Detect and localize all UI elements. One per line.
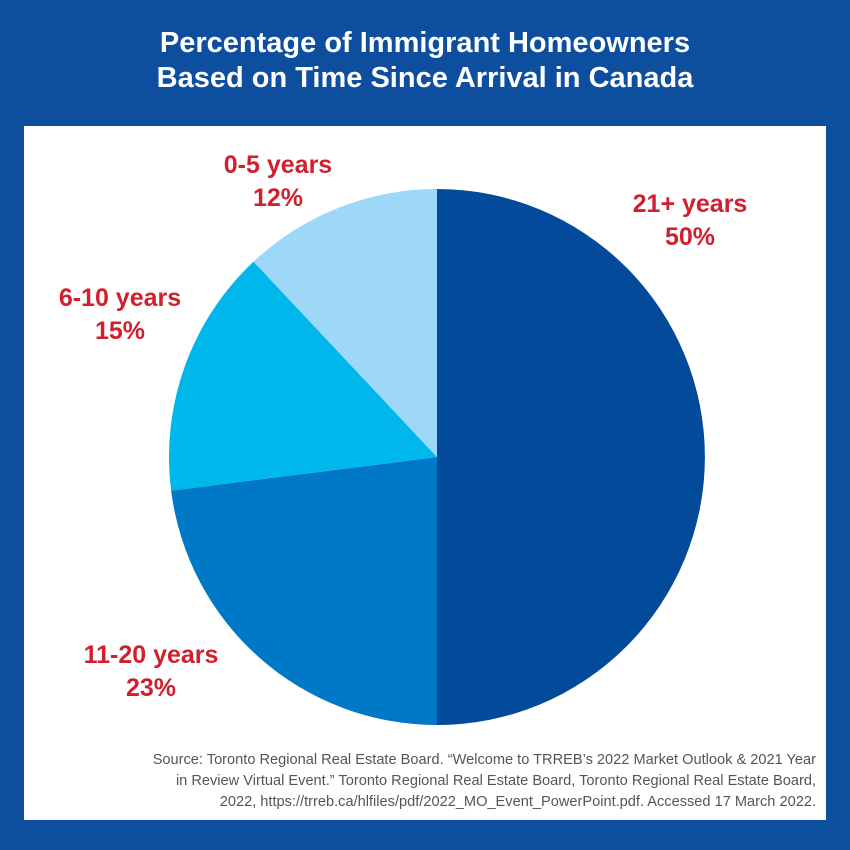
slice-label-0-5-years: 0-5 years [224,151,332,179]
source-line-3: 2022, https://trreb.ca/hlfiles/pdf/2022_… [219,794,816,810]
source-line-1: Source: Toronto Regional Real Estate Boa… [152,752,816,768]
slice-label-21-years: 21+ years [633,190,748,218]
pie-chart: 21+ years 50% 11-20 years 23% 6-10 years 15% 0… [59,151,748,725]
pie-slice-0-5-years [253,189,437,457]
source-line-2: in Review Virtual Event.” Toronto Region… [175,773,816,789]
source-citation: Source: Toronto Regional Real Estate Boa… [24,750,816,813]
slice-label-11-20-years: 11-20 years [84,641,219,669]
slice-value-0-5-years: 12% [253,184,303,212]
pie-slice-11-20-years [171,457,437,725]
pie-slice-6-10-years [169,261,437,491]
chart-title-line-2: Based on Time Since Arrival in Canada [156,62,694,94]
slice-label-6-10-years: 6-10 years [59,284,181,312]
slice-value-11-20-years: 23% [126,674,176,702]
chart-panel: 21+ years 50% 11-20 years 23% 6-10 years 15% 0… [24,126,826,820]
slice-value-21-years: 50% [665,223,715,251]
slice-value-6-10-years: 15% [95,317,145,345]
pie-slice-21-years [437,189,705,725]
chart-title: Percentage of Immigrant Homeowners Based… [0,26,850,96]
chart-title-line-1: Percentage of Immigrant Homeowners [159,27,691,59]
